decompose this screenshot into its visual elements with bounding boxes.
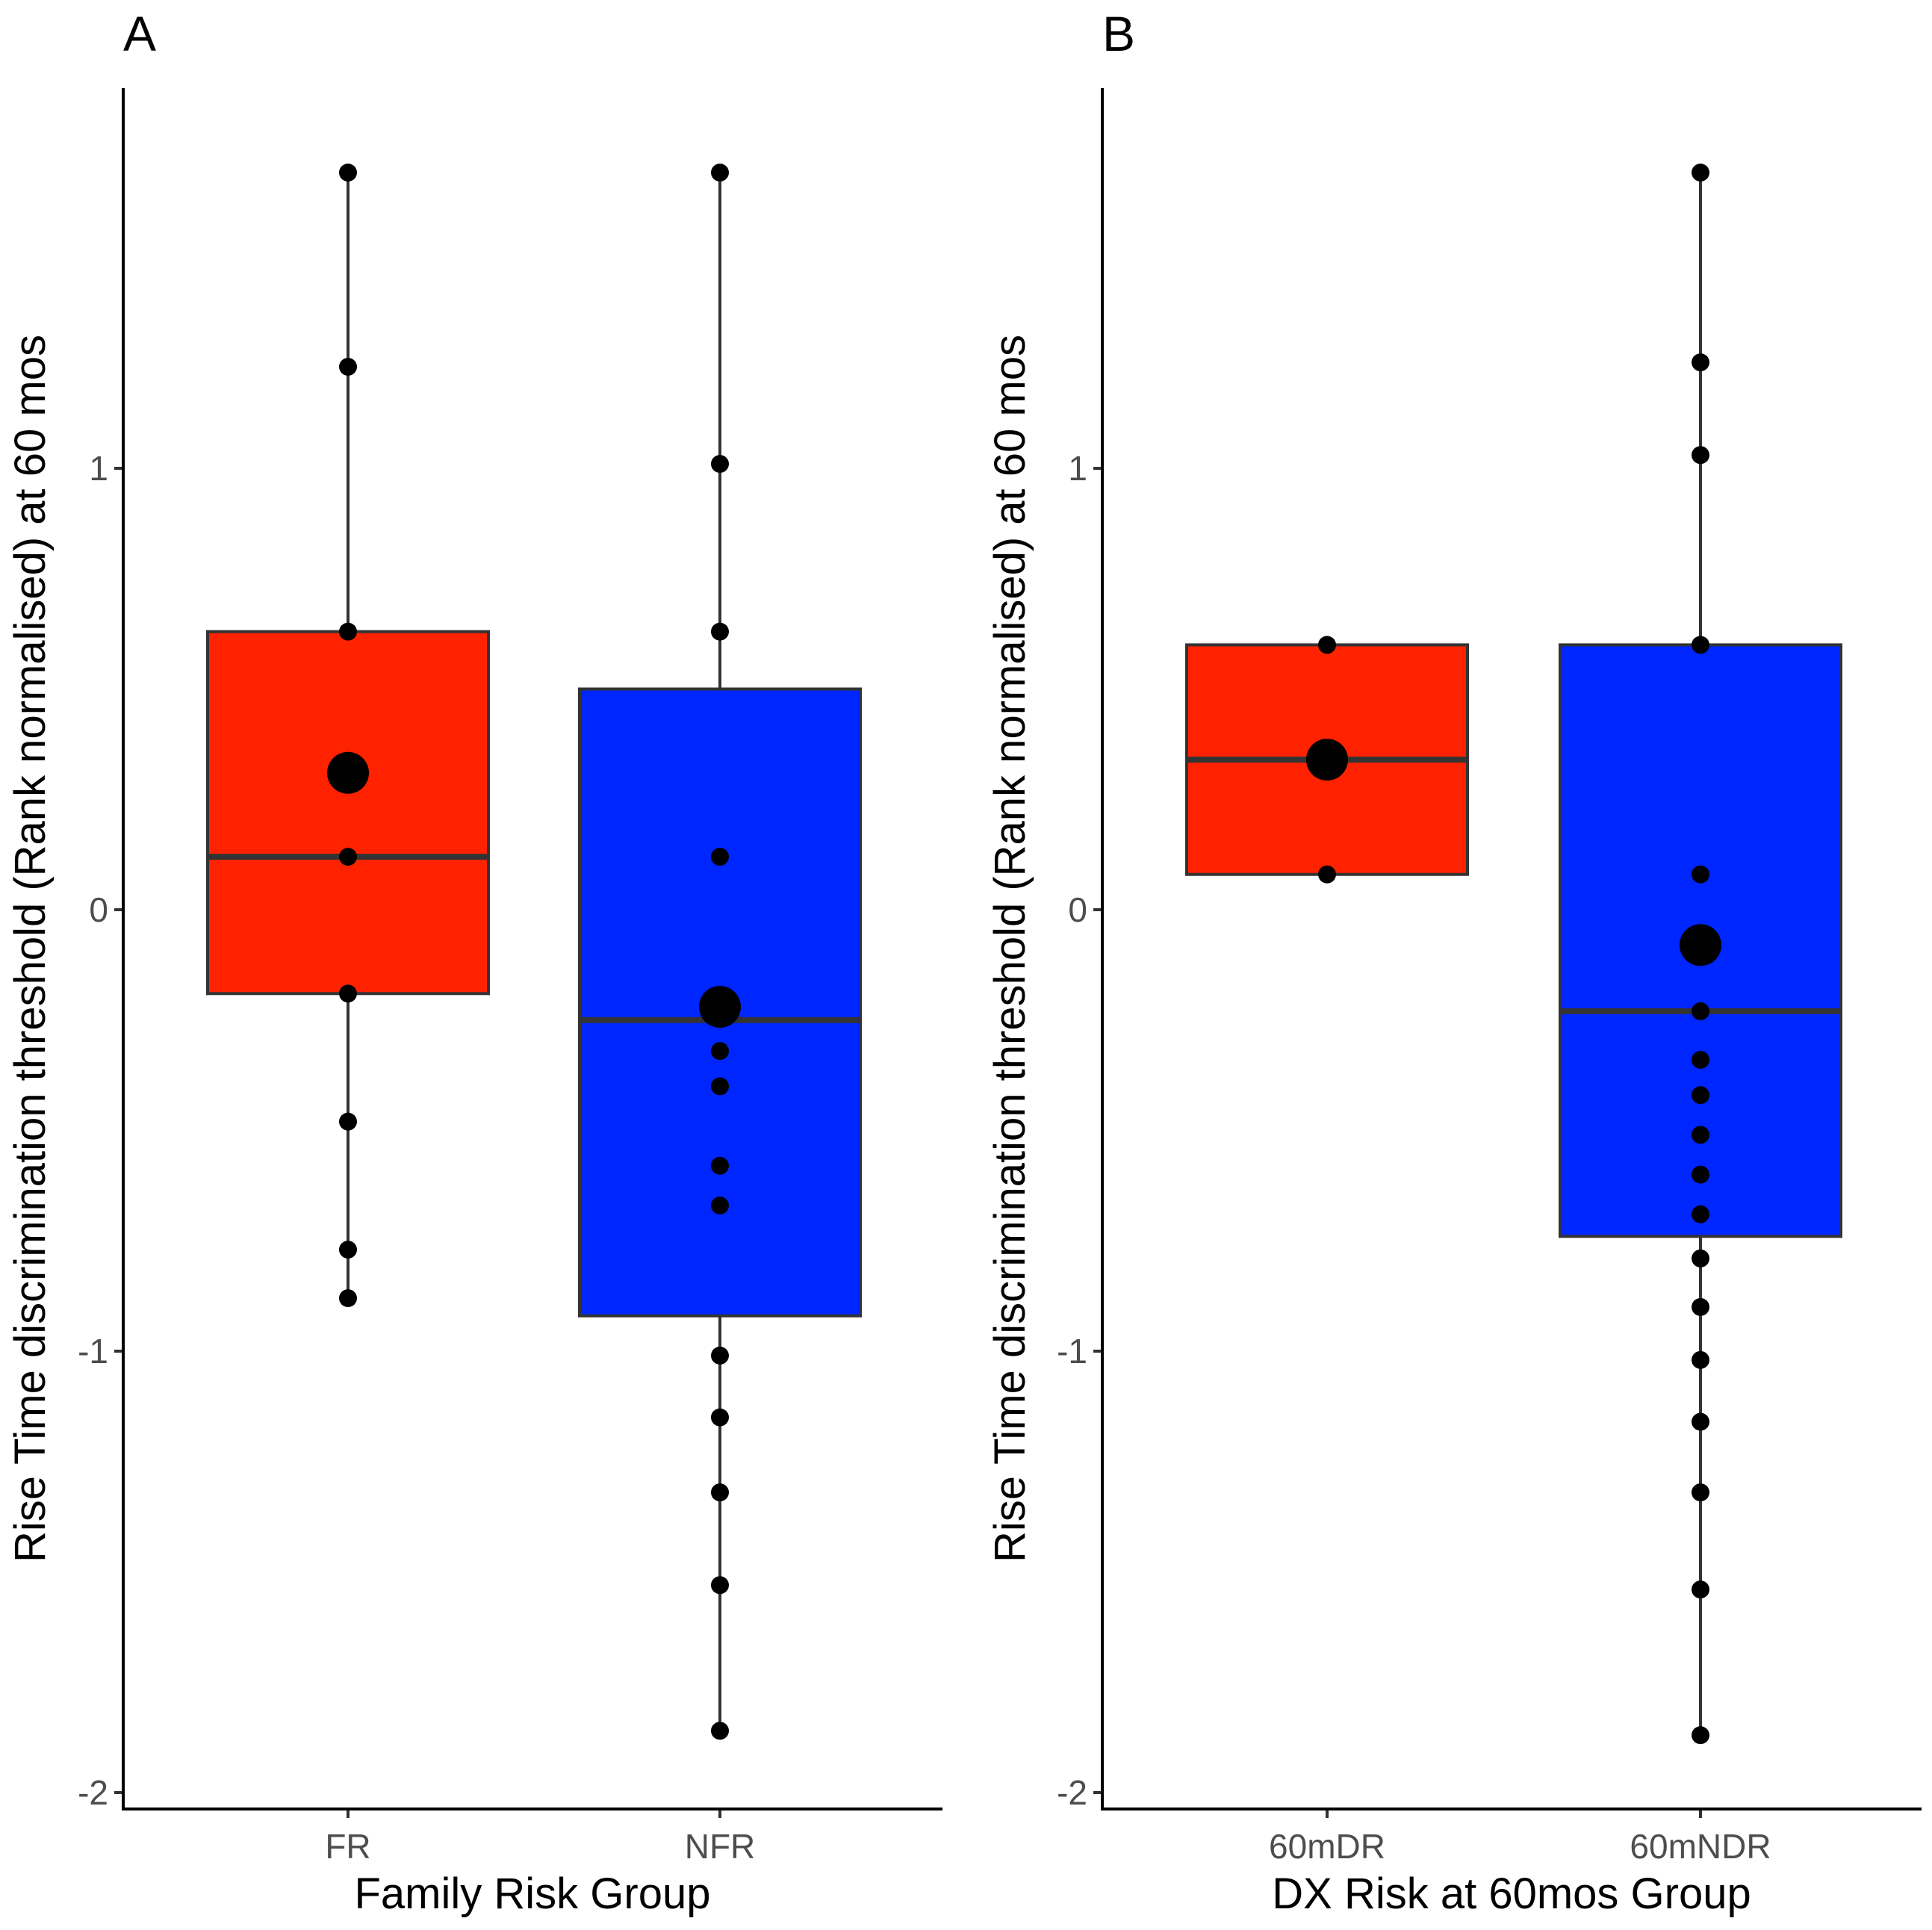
data-point-60mndr xyxy=(1692,1126,1709,1144)
data-point-60mndr xyxy=(1692,1350,1709,1369)
mean-point-fr xyxy=(327,751,369,794)
plot-area-a: FR NFR xyxy=(206,164,862,1866)
x-tick-label-nfr: NFR xyxy=(685,1827,756,1866)
mean-point-nfr xyxy=(699,986,741,1028)
plot-area-b: 60mDR 60mNDR xyxy=(1185,164,1842,1866)
y-tick-label: 0 xyxy=(89,890,108,929)
data-point-nfr xyxy=(711,1722,729,1740)
data-point-fr xyxy=(339,1241,357,1259)
data-point-60mndr xyxy=(1692,1580,1709,1599)
data-point-60mndr xyxy=(1692,1205,1709,1223)
data-point-fr xyxy=(339,1289,357,1308)
data-point-60mdr xyxy=(1318,865,1336,884)
y-tick-label: -2 xyxy=(78,1773,108,1812)
mean-point-60mndr xyxy=(1680,924,1721,966)
data-point-fr xyxy=(339,1112,357,1131)
panel-label-b: B xyxy=(1102,6,1135,61)
data-point-60mndr xyxy=(1692,1297,1709,1316)
data-point-60mndr xyxy=(1692,353,1709,372)
data-point-nfr xyxy=(711,1408,729,1427)
data-point-nfr xyxy=(711,622,729,641)
data-point-60mndr xyxy=(1692,1002,1709,1020)
data-point-fr xyxy=(339,622,357,641)
data-point-nfr xyxy=(711,1156,729,1175)
y-axis-ticks-a: -2 -1 0 1 xyxy=(78,449,123,1812)
data-point-fr xyxy=(339,164,357,182)
data-point-60mndr xyxy=(1692,446,1709,465)
data-point-60mndr xyxy=(1692,865,1709,884)
x-axis-title-a: Family Risk Group xyxy=(355,1870,711,1918)
data-point-nfr xyxy=(711,455,729,474)
data-point-60mndr xyxy=(1692,1412,1709,1431)
y-tick-label: -1 xyxy=(78,1332,108,1371)
data-point-60mndr xyxy=(1692,1165,1709,1184)
data-point-fr xyxy=(339,848,357,866)
x-tick-label-60mdr: 60mDR xyxy=(1269,1827,1385,1866)
panel-label-a: A xyxy=(123,6,156,61)
data-point-nfr xyxy=(711,1576,729,1595)
data-point-nfr xyxy=(711,1483,729,1502)
data-point-60mndr xyxy=(1692,1726,1709,1745)
mean-point-60mdr xyxy=(1306,739,1348,781)
data-point-60mndr xyxy=(1692,164,1709,182)
data-point-60mndr xyxy=(1692,1483,1709,1502)
data-point-nfr xyxy=(711,848,729,866)
data-point-nfr xyxy=(711,164,729,182)
data-point-fr xyxy=(339,358,357,376)
y-tick-label: -2 xyxy=(1057,1773,1087,1812)
data-point-60mdr xyxy=(1318,636,1336,654)
data-point-nfr xyxy=(711,1042,729,1061)
data-point-fr xyxy=(339,984,357,1003)
y-tick-label: -1 xyxy=(1057,1332,1087,1371)
panel-a: A -2 -1 0 1 FR NFR Rise Time discrimination … xyxy=(6,6,942,1918)
y-axis-title-b: Rise Time discrimination threshold (Rank… xyxy=(986,335,1034,1563)
panel-b: B -2 -1 0 1 60mDR 60mNDR Rise Time discrimin… xyxy=(986,6,1922,1918)
data-point-60mndr xyxy=(1692,1086,1709,1105)
x-tick-label-fr: FR xyxy=(325,1827,370,1866)
data-point-60mndr xyxy=(1692,636,1709,654)
data-point-60mndr xyxy=(1692,1050,1709,1069)
x-tick-label-60mndr: 60mNDR xyxy=(1630,1827,1771,1866)
y-axis-ticks-b: -2 -1 0 1 xyxy=(1057,449,1102,1812)
data-point-60mndr xyxy=(1692,1249,1709,1267)
data-point-nfr xyxy=(711,1196,729,1214)
y-tick-label: 1 xyxy=(89,449,108,488)
x-axis-title-b: DX Risk at 60mos Group xyxy=(1272,1870,1751,1918)
y-tick-label: 0 xyxy=(1068,890,1087,929)
y-tick-label: 1 xyxy=(1068,449,1087,488)
data-point-nfr xyxy=(711,1077,729,1096)
y-axis-title-a: Rise Time discrimination threshold (Rank… xyxy=(6,335,55,1563)
data-point-nfr xyxy=(711,1346,729,1365)
box-fr xyxy=(206,630,490,996)
